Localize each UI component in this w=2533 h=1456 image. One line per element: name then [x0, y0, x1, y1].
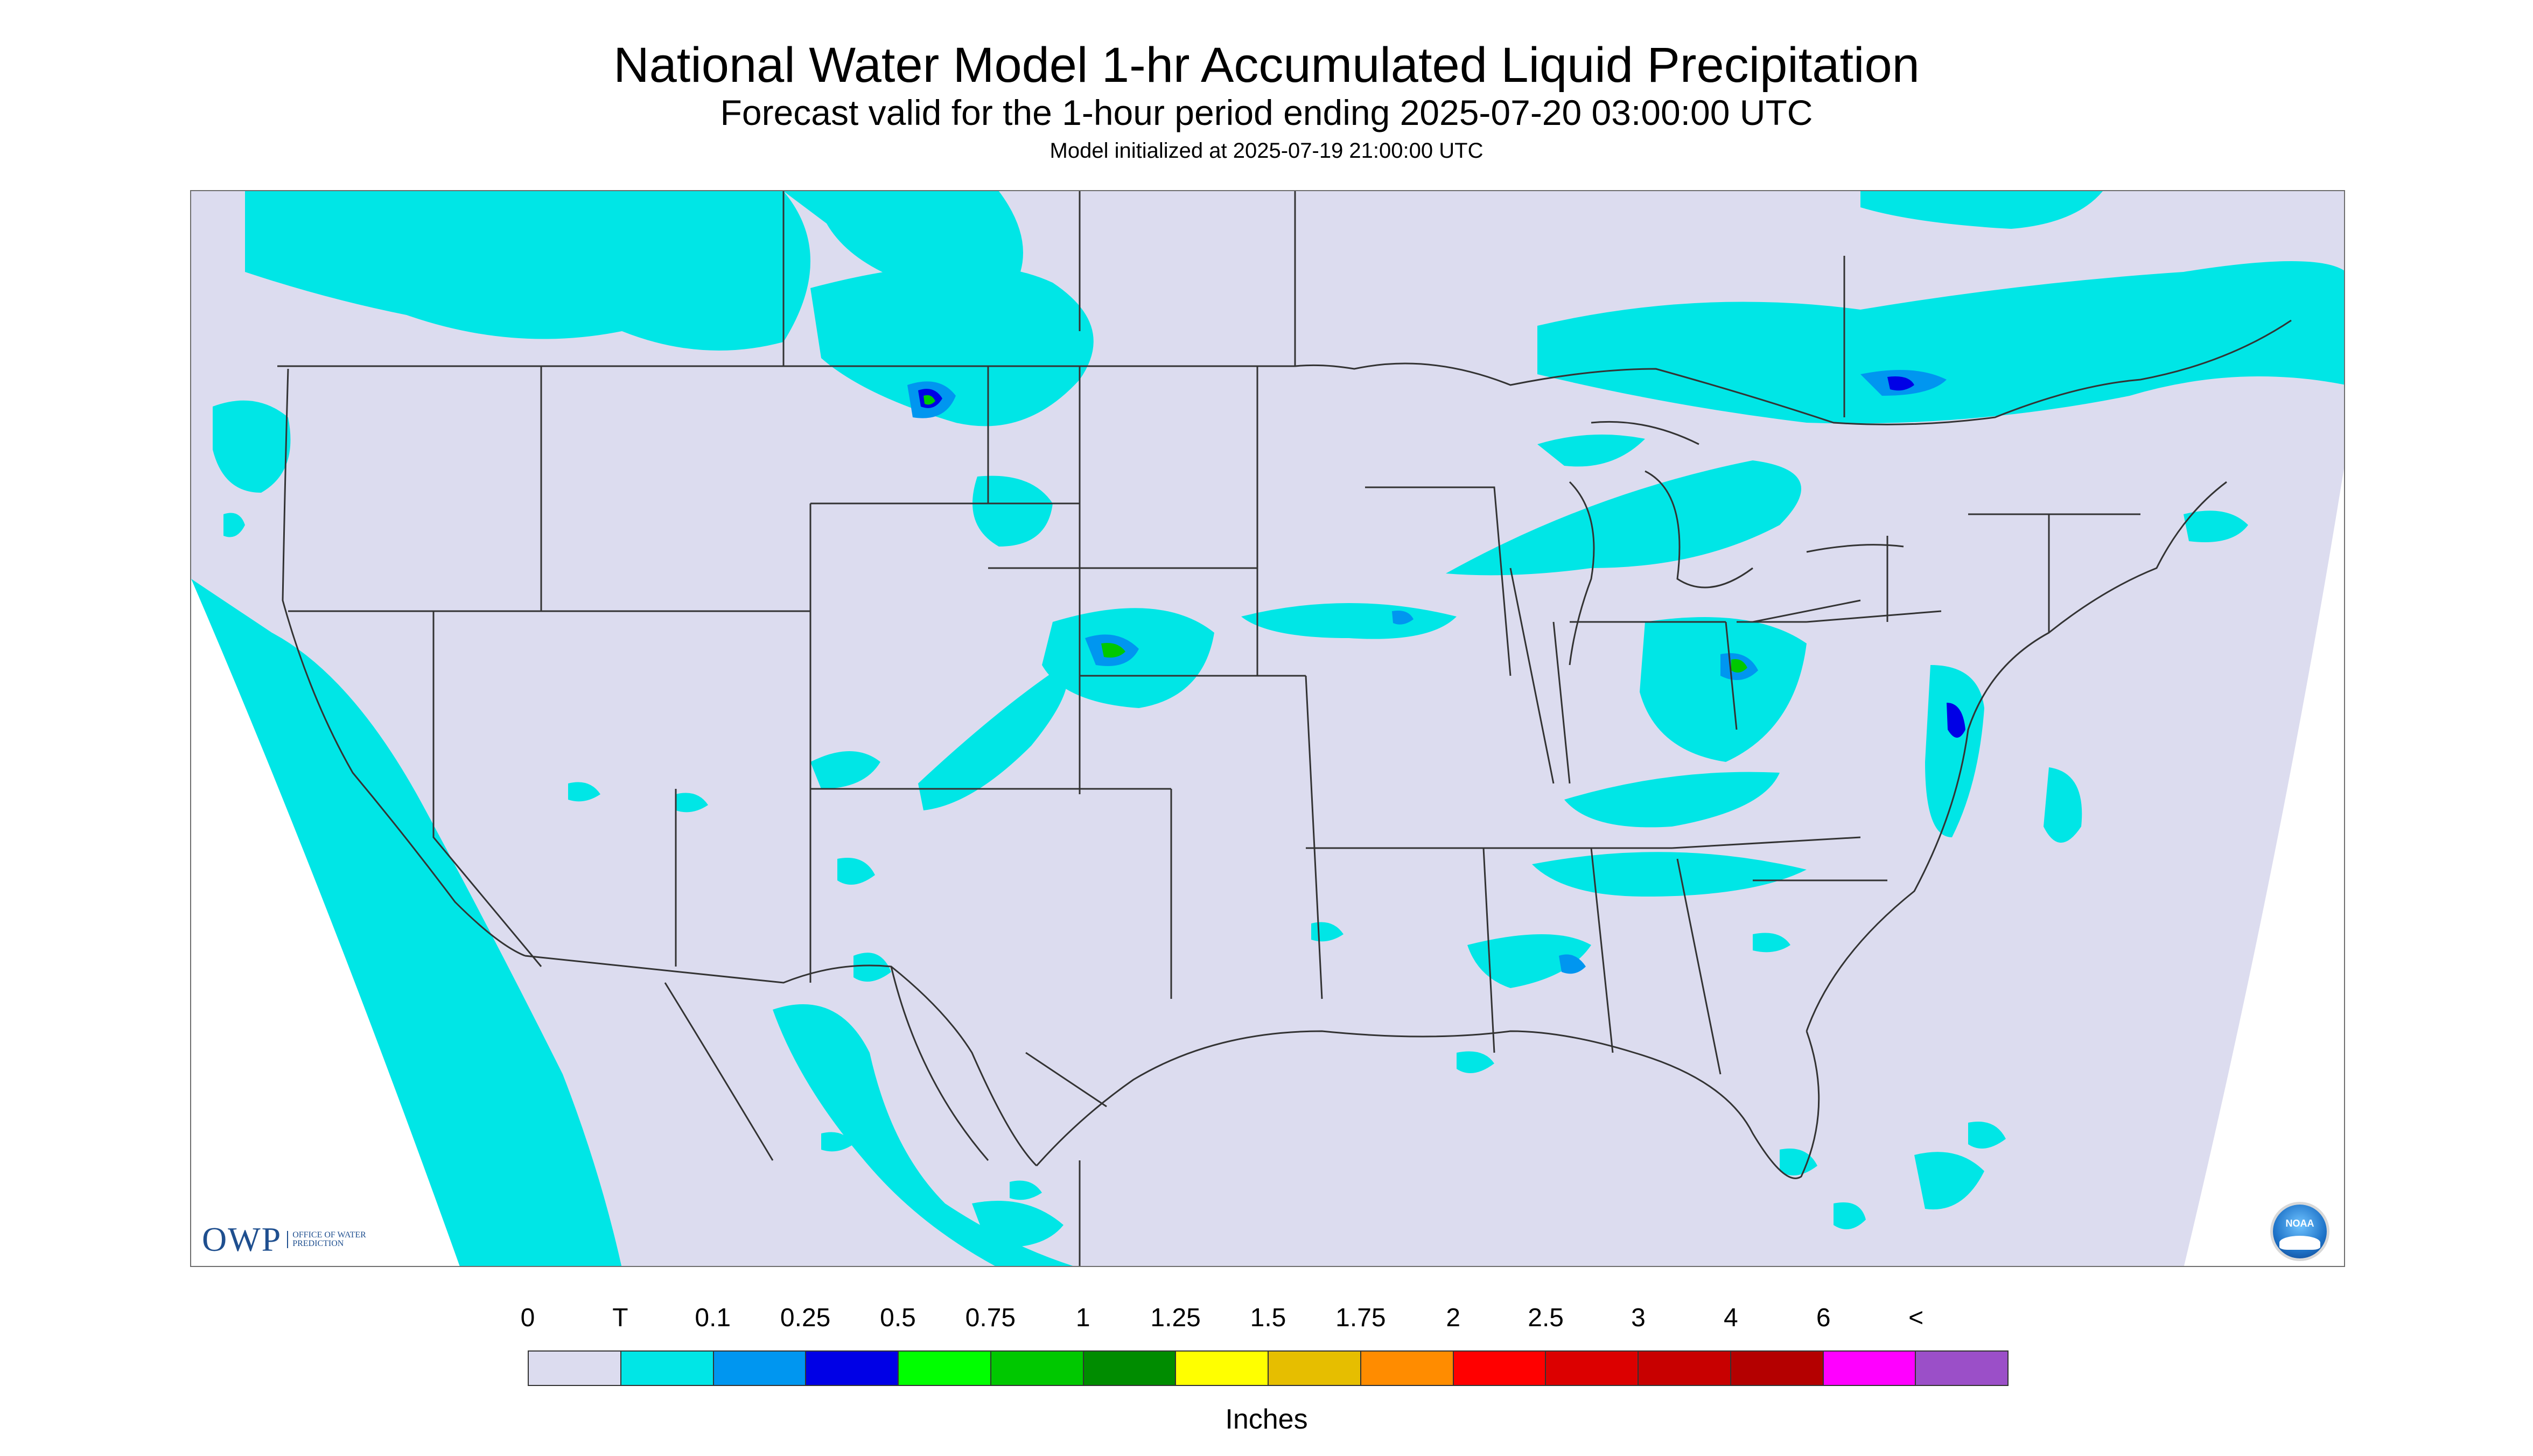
map-canvas	[191, 191, 2344, 1266]
legend-tick-label: 0.5	[880, 1304, 916, 1332]
owp-logo-text: OWP	[202, 1220, 282, 1258]
legend-color-box	[1361, 1352, 1454, 1385]
legend-color-box	[806, 1352, 899, 1385]
color-bar-legend	[528, 1350, 2009, 1386]
legend-units: Inches	[1225, 1404, 1308, 1435]
legend-color-box	[991, 1352, 1084, 1385]
legend-color-box	[1546, 1352, 1639, 1385]
legend-tick-label: 3	[1631, 1304, 1646, 1332]
noaa-logo-text: NOAA	[2285, 1218, 2314, 1229]
legend-tick-label: 1.5	[1250, 1304, 1286, 1332]
legend-tick-label: 2.5	[1528, 1304, 1564, 1332]
legend-tick-label: 1.75	[1335, 1304, 1386, 1332]
legend-tick-label: T	[612, 1304, 628, 1332]
legend-tick-label: 0.75	[965, 1304, 1016, 1332]
legend-tick-label: 0.25	[780, 1304, 831, 1332]
legend-color-box	[529, 1352, 621, 1385]
owp-logo-subtext: OFFICE OF WATER PREDICTION	[287, 1231, 373, 1248]
legend-color-box	[621, 1352, 714, 1385]
legend-tick-label: <	[1908, 1304, 1924, 1332]
legend-tick-label: 4	[1724, 1304, 1738, 1332]
noaa-logo: NOAA	[2273, 1205, 2327, 1258]
legend-tick-label: 0	[520, 1304, 535, 1332]
model-domain	[191, 191, 2344, 1266]
legend-color-box	[1823, 1352, 1916, 1385]
legend-color-box	[1731, 1352, 1824, 1385]
legend-color-box	[713, 1352, 807, 1385]
precipitation-map: OWP OFFICE OF WATER PREDICTION NOAA	[190, 190, 2345, 1267]
legend-color-box	[1639, 1352, 1731, 1385]
map-subtitle: Forecast valid for the 1-hour period end…	[720, 93, 1813, 132]
legend-tick-label: 2	[1446, 1304, 1461, 1332]
owp-logo: OWP OFFICE OF WATER PREDICTION	[202, 1220, 373, 1259]
map-title: National Water Model 1-hr Accumulated Li…	[613, 38, 1920, 93]
legend-color-box	[1176, 1352, 1269, 1385]
model-init-time: Model initialized at 2025-07-19 21:00:00…	[1049, 139, 1484, 163]
legend-color-box	[1083, 1352, 1177, 1385]
precip-heavy	[907, 370, 1965, 974]
legend-tick-label: 6	[1816, 1304, 1831, 1332]
legend-color-box	[1453, 1352, 1547, 1385]
legend-tick-label: 1	[1075, 1304, 1090, 1332]
legend-color-box	[899, 1352, 991, 1385]
legend-color-box	[1916, 1352, 2007, 1385]
legend-tick-label: 0.1	[695, 1304, 731, 1332]
legend-tick-label: 1.25	[1150, 1304, 1201, 1332]
legend-color-box	[1269, 1352, 1361, 1385]
political-boundaries	[277, 191, 2292, 1266]
